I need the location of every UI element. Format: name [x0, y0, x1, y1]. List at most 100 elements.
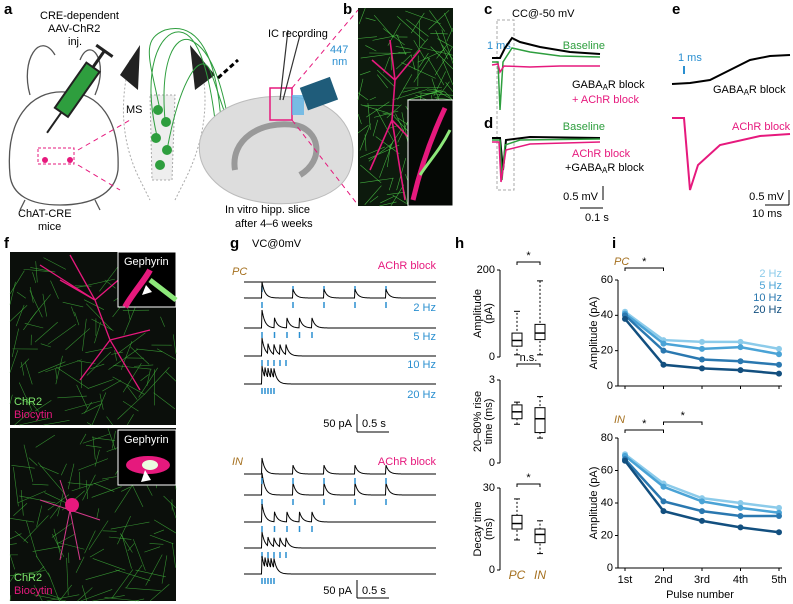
fiber	[388, 177, 394, 191]
fiber	[77, 587, 93, 602]
frequency-label: 20 Hz	[407, 389, 436, 401]
fiber	[360, 177, 394, 184]
fiber	[9, 517, 35, 523]
fiber	[160, 316, 165, 327]
fiber	[81, 585, 88, 602]
fiber	[71, 478, 109, 492]
fiber	[43, 257, 67, 270]
fiber	[359, 71, 371, 76]
zoom-line	[77, 164, 121, 191]
highlight-box	[496, 19, 515, 191]
mouse-label: mice	[38, 221, 61, 233]
fiber	[106, 416, 113, 426]
fiber	[403, 86, 442, 89]
fiber	[402, 87, 419, 93]
fiber	[431, 78, 440, 101]
fiber	[430, 94, 433, 101]
fiber	[43, 420, 70, 426]
fiber	[111, 430, 116, 449]
fiber	[119, 533, 133, 553]
fiber	[364, 134, 367, 152]
point	[737, 504, 744, 511]
fiber	[27, 566, 45, 582]
fiber	[418, 52, 429, 68]
y-tick-label: 0	[607, 562, 613, 574]
stain-label: Biocytin	[14, 585, 53, 597]
fiber	[81, 403, 102, 415]
fiber	[124, 587, 161, 591]
point	[776, 504, 782, 511]
scale-label: 0.1 s	[585, 212, 609, 224]
fiber	[115, 569, 151, 581]
fiber	[140, 374, 149, 381]
fiber	[434, 46, 453, 76]
legend-baseline: Baseline	[563, 121, 605, 133]
brain-drawing	[122, 59, 206, 201]
fiber	[104, 597, 139, 602]
stain-label: ChR2	[14, 396, 42, 408]
scale-bar	[765, 190, 790, 206]
legend-ach-block: AChR block	[732, 121, 791, 133]
fiber	[135, 569, 166, 578]
ventricle	[120, 45, 215, 90]
bouton	[142, 460, 158, 470]
fiber	[410, 12, 425, 34]
fiber	[9, 270, 25, 295]
fiber	[375, 108, 394, 141]
fiber	[46, 594, 80, 602]
fiber	[19, 417, 50, 426]
fiber	[11, 328, 19, 357]
fiber	[93, 482, 115, 492]
fiber	[40, 343, 52, 348]
fiber	[136, 348, 163, 353]
fiber	[50, 280, 59, 299]
fiber	[85, 480, 89, 500]
box	[511, 332, 523, 347]
y-tick-label: 30	[483, 482, 495, 494]
fiber	[14, 530, 29, 544]
legend-entry: 5 Hz	[759, 280, 782, 292]
fiber	[57, 533, 76, 544]
fiber	[435, 30, 448, 60]
syringe	[46, 43, 114, 134]
trace	[671, 54, 791, 85]
legend-ach-block: + AChR block	[572, 94, 639, 106]
point	[660, 361, 667, 368]
point	[737, 524, 744, 531]
fiber	[365, 17, 376, 21]
fiber	[36, 505, 43, 527]
y-axis-label: (ms)	[483, 518, 495, 540]
scale-label: 0.5 s	[362, 585, 386, 597]
fiber	[375, 136, 400, 154]
fiber	[87, 379, 114, 389]
panel-label: c	[484, 1, 492, 18]
fiber	[9, 543, 17, 545]
fiber	[397, 74, 413, 100]
fiber	[359, 146, 385, 158]
y-axis-label: Amplitude	[472, 289, 484, 338]
point	[699, 356, 705, 363]
fiber	[44, 593, 62, 599]
fiber	[120, 340, 133, 370]
frequency-label: 2 Hz	[413, 302, 436, 314]
fiber	[380, 195, 395, 204]
point	[699, 517, 705, 524]
frequency-label: 5 Hz	[413, 331, 436, 343]
fiber	[23, 444, 34, 482]
significance-label: n.s.	[520, 352, 538, 364]
traces	[244, 281, 436, 584]
fiber	[23, 515, 49, 542]
fiber	[18, 382, 33, 411]
point	[699, 345, 705, 352]
fiber	[149, 534, 174, 545]
mouse-drawing	[8, 45, 119, 211]
fiber	[149, 584, 170, 602]
scale-bar	[356, 414, 389, 433]
fiber	[65, 328, 91, 351]
x-tick-label: 3rd	[694, 574, 710, 586]
time-marker-label: 1 ms	[487, 40, 511, 52]
y-tick-label: 20	[601, 345, 613, 357]
point	[699, 508, 705, 515]
fiber	[34, 400, 52, 412]
fiber	[122, 401, 139, 412]
